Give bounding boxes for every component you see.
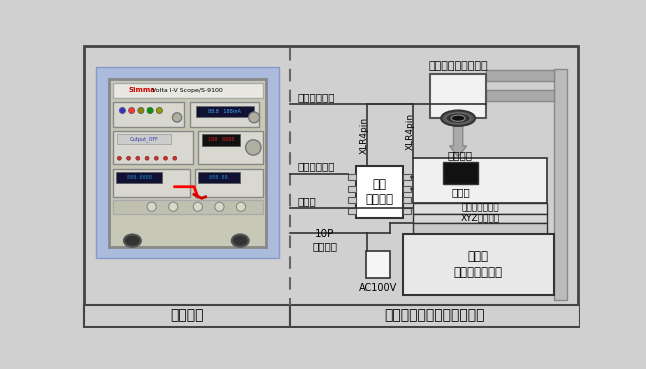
Text: 作業台
（オプション）: 作業台 （オプション） [453, 251, 503, 279]
Bar [413, 223, 547, 234]
Circle shape [173, 156, 177, 160]
Circle shape [147, 202, 156, 211]
Text: 10P
コネクタ: 10P コネクタ [313, 229, 337, 251]
Text: シャッタ制御: シャッタ制御 [298, 92, 335, 102]
Bar [404, 186, 411, 192]
Circle shape [249, 112, 260, 123]
Bar [198, 131, 262, 165]
Circle shape [169, 202, 178, 211]
Bar [190, 102, 260, 127]
Circle shape [172, 113, 182, 122]
Text: 試料台: 試料台 [451, 187, 470, 197]
Text: XLR4pin: XLR4pin [406, 113, 415, 150]
Circle shape [163, 156, 167, 160]
Circle shape [118, 156, 121, 160]
Text: 熱電対: 熱電対 [298, 196, 317, 206]
Text: AC100V: AC100V [359, 283, 397, 293]
Bar [404, 197, 411, 203]
Text: 太陽電池出力: 太陽電池出力 [298, 161, 335, 171]
Circle shape [136, 156, 140, 160]
Text: Volta I-V Scope/S-9100: Volta I-V Scope/S-9100 [152, 88, 222, 93]
Circle shape [145, 156, 149, 160]
Bar [116, 172, 162, 183]
Bar [404, 207, 411, 214]
Text: オプション（システム例）: オプション（システム例） [385, 308, 485, 322]
Ellipse shape [441, 110, 475, 126]
Circle shape [215, 202, 224, 211]
Bar [195, 169, 262, 197]
Bar [348, 174, 356, 180]
Ellipse shape [446, 113, 470, 124]
Bar [443, 162, 478, 184]
Circle shape [147, 107, 153, 114]
Text: Simma: Simma [129, 87, 156, 93]
Bar [113, 102, 184, 127]
Bar [96, 68, 280, 258]
Circle shape [120, 107, 125, 114]
Text: 温度制御試料台: 温度制御試料台 [462, 204, 499, 213]
Circle shape [245, 140, 261, 155]
Bar [84, 304, 290, 327]
Ellipse shape [124, 234, 141, 247]
Bar [413, 203, 547, 214]
Bar [117, 134, 171, 144]
Text: ソーラシミュレータ: ソーラシミュレータ [428, 61, 488, 71]
FancyArrow shape [450, 126, 466, 157]
Circle shape [154, 156, 158, 160]
Bar [113, 83, 262, 98]
Bar [196, 106, 254, 117]
Text: 太陽電池: 太陽電池 [448, 150, 473, 160]
Bar [486, 90, 554, 101]
Bar [113, 131, 193, 165]
Circle shape [156, 107, 162, 114]
Bar [113, 200, 262, 214]
Ellipse shape [232, 234, 249, 247]
Bar [554, 69, 567, 300]
Bar [290, 304, 580, 327]
Bar [404, 174, 411, 180]
Bar [413, 214, 547, 223]
Bar [413, 158, 547, 203]
Text: 装置本体: 装置本体 [171, 308, 204, 322]
Bar [348, 207, 356, 214]
Circle shape [138, 107, 144, 114]
Bar [109, 79, 266, 247]
Bar [198, 172, 240, 183]
Bar [356, 166, 404, 218]
Text: 188   8888: 188 8888 [208, 137, 234, 142]
Ellipse shape [451, 115, 465, 121]
Circle shape [193, 202, 202, 211]
Circle shape [236, 202, 245, 211]
Circle shape [129, 107, 135, 114]
Bar [202, 134, 240, 146]
Text: XLR4pin: XLR4pin [360, 117, 369, 154]
Bar [402, 234, 554, 295]
Bar [366, 251, 390, 278]
Text: Output_OFF: Output_OFF [130, 136, 158, 142]
Circle shape [127, 156, 130, 160]
Text: 888. 88.: 888. 88. [209, 175, 229, 180]
Bar [430, 73, 486, 118]
Text: XYZステージ: XYZステージ [461, 214, 500, 223]
Bar [486, 70, 554, 81]
Text: 中継
ボックス: 中継 ボックス [366, 178, 393, 206]
Text: 888. 8888: 888. 8888 [127, 175, 152, 180]
Bar [348, 186, 356, 192]
Bar [348, 197, 356, 203]
Text: 88.8   188mA: 88.8 188mA [208, 109, 242, 114]
Bar [113, 169, 190, 197]
